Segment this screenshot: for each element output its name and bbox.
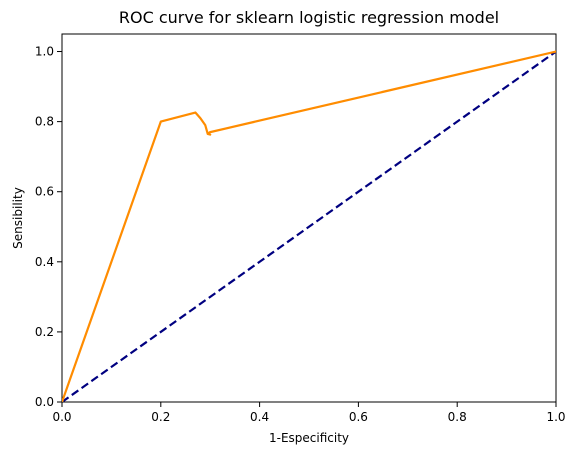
y-tick-label: 1.0 bbox=[35, 45, 54, 59]
y-axis-label: Sensibility bbox=[11, 187, 25, 249]
x-tick-label: 1.0 bbox=[546, 410, 565, 424]
x-tick-label: 0.4 bbox=[250, 410, 269, 424]
chart-title: ROC curve for sklearn logistic regressio… bbox=[119, 8, 499, 27]
x-tick-label: 0.6 bbox=[349, 410, 368, 424]
x-tick-label: 0.8 bbox=[448, 410, 467, 424]
x-axis-label: 1-Especificity bbox=[269, 431, 349, 445]
y-tick-label: 0.6 bbox=[35, 185, 54, 199]
x-axis-ticks: 0.0 0.2 0.4 0.6 0.8 1.0 bbox=[52, 402, 566, 424]
plot-frame bbox=[61, 33, 557, 403]
roc-curve-line bbox=[62, 50, 556, 402]
y-tick-label: 0.4 bbox=[35, 255, 54, 269]
y-tick-label: 0.0 bbox=[35, 395, 54, 409]
x-tick-label: 0.2 bbox=[151, 410, 170, 424]
series-layer bbox=[62, 50, 556, 402]
x-tick-label: 0.0 bbox=[52, 410, 71, 424]
random-classifier-line bbox=[62, 50, 556, 402]
plot-area bbox=[61, 33, 557, 403]
y-axis-ticks: 0.0 0.2 0.4 0.6 0.8 1.0 bbox=[35, 45, 62, 409]
y-tick-label: 0.2 bbox=[35, 325, 54, 339]
y-tick-label: 0.8 bbox=[35, 115, 54, 129]
